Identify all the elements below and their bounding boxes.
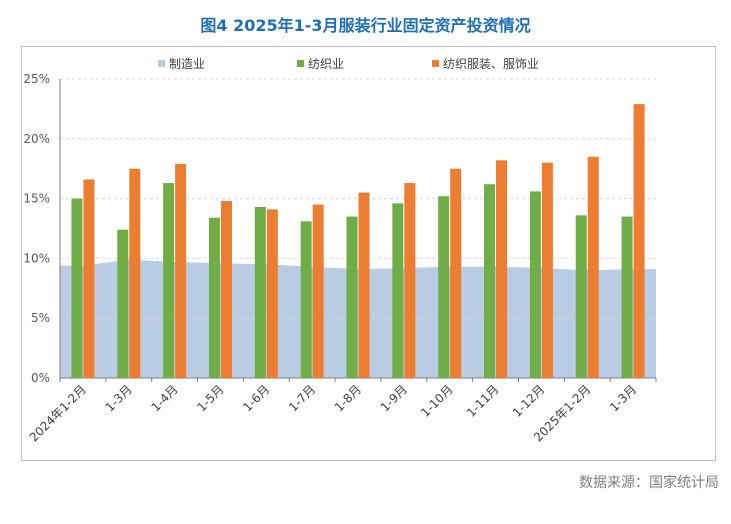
legend-label: 制造业 — [169, 57, 205, 71]
legend-swatch — [158, 60, 165, 67]
bar-apparel — [450, 168, 462, 378]
y-tick-label: 5% — [31, 311, 50, 325]
bar-apparel — [404, 183, 416, 378]
x-tick-label: 1-10月 — [418, 382, 456, 420]
bar-apparel — [541, 162, 553, 378]
bar-textile — [346, 216, 358, 378]
bar-textile — [575, 215, 587, 378]
legend-label: 纺织服装、服饰业 — [443, 57, 539, 71]
legend-swatch — [297, 60, 304, 67]
bar-apparel — [266, 209, 278, 378]
bar-apparel — [358, 192, 370, 378]
x-tick-label: 1-4月 — [148, 382, 180, 414]
legend-swatch — [432, 60, 439, 67]
x-tick-label: 1-8月 — [332, 382, 364, 414]
bar-apparel — [312, 204, 324, 378]
x-tick-label: 1-5月 — [194, 382, 226, 414]
bar-apparel — [496, 160, 508, 378]
x-tick-label: 1-3月 — [103, 382, 135, 414]
x-tick-label: 1-11月 — [464, 382, 502, 420]
bar-apparel — [83, 179, 95, 378]
x-tick-label: 2024年1-2月 — [27, 382, 89, 444]
chart-title: 图4 2025年1-3月服装行业固定资产投资情况 — [200, 16, 531, 35]
bar-apparel — [220, 200, 232, 378]
y-tick-label: 10% — [23, 251, 50, 265]
bar-textile — [300, 221, 312, 378]
bar-textile — [484, 184, 496, 378]
data-source: 数据来源：国家统计局 — [579, 475, 719, 491]
bar-textile — [529, 191, 541, 378]
bar-textile — [438, 196, 450, 378]
y-tick-label: 20% — [23, 132, 50, 146]
bar-textile — [163, 183, 175, 378]
bar-textile — [208, 217, 220, 378]
x-tick-label: 1-12月 — [510, 382, 548, 420]
bar-apparel — [587, 156, 599, 378]
chart-frame — [21, 46, 716, 461]
x-tick-label: 1-9月 — [378, 382, 410, 414]
bar-textile — [392, 203, 404, 378]
bar-textile — [621, 216, 633, 378]
bar-textile — [254, 206, 266, 378]
y-tick-label: 25% — [23, 72, 50, 86]
bar-apparel — [129, 168, 141, 378]
legend-label: 纺织业 — [308, 57, 344, 71]
y-tick-label: 15% — [23, 192, 50, 206]
x-tick-label: 1-7月 — [286, 382, 318, 414]
bar-apparel — [633, 104, 645, 378]
bar-apparel — [175, 163, 187, 378]
bar-textile — [71, 198, 83, 378]
x-tick-label: 1-3月 — [607, 382, 639, 414]
x-tick-label: 1-6月 — [240, 382, 272, 414]
y-tick-label: 0% — [31, 371, 50, 385]
chart-svg: 0% 5% 10% 15% 20% 25% 2024年1-2月 1-3月 1-4月 1-5月 1-6… — [23, 57, 657, 445]
bar-textile — [117, 229, 129, 378]
area-series-manufacturing — [60, 259, 656, 378]
